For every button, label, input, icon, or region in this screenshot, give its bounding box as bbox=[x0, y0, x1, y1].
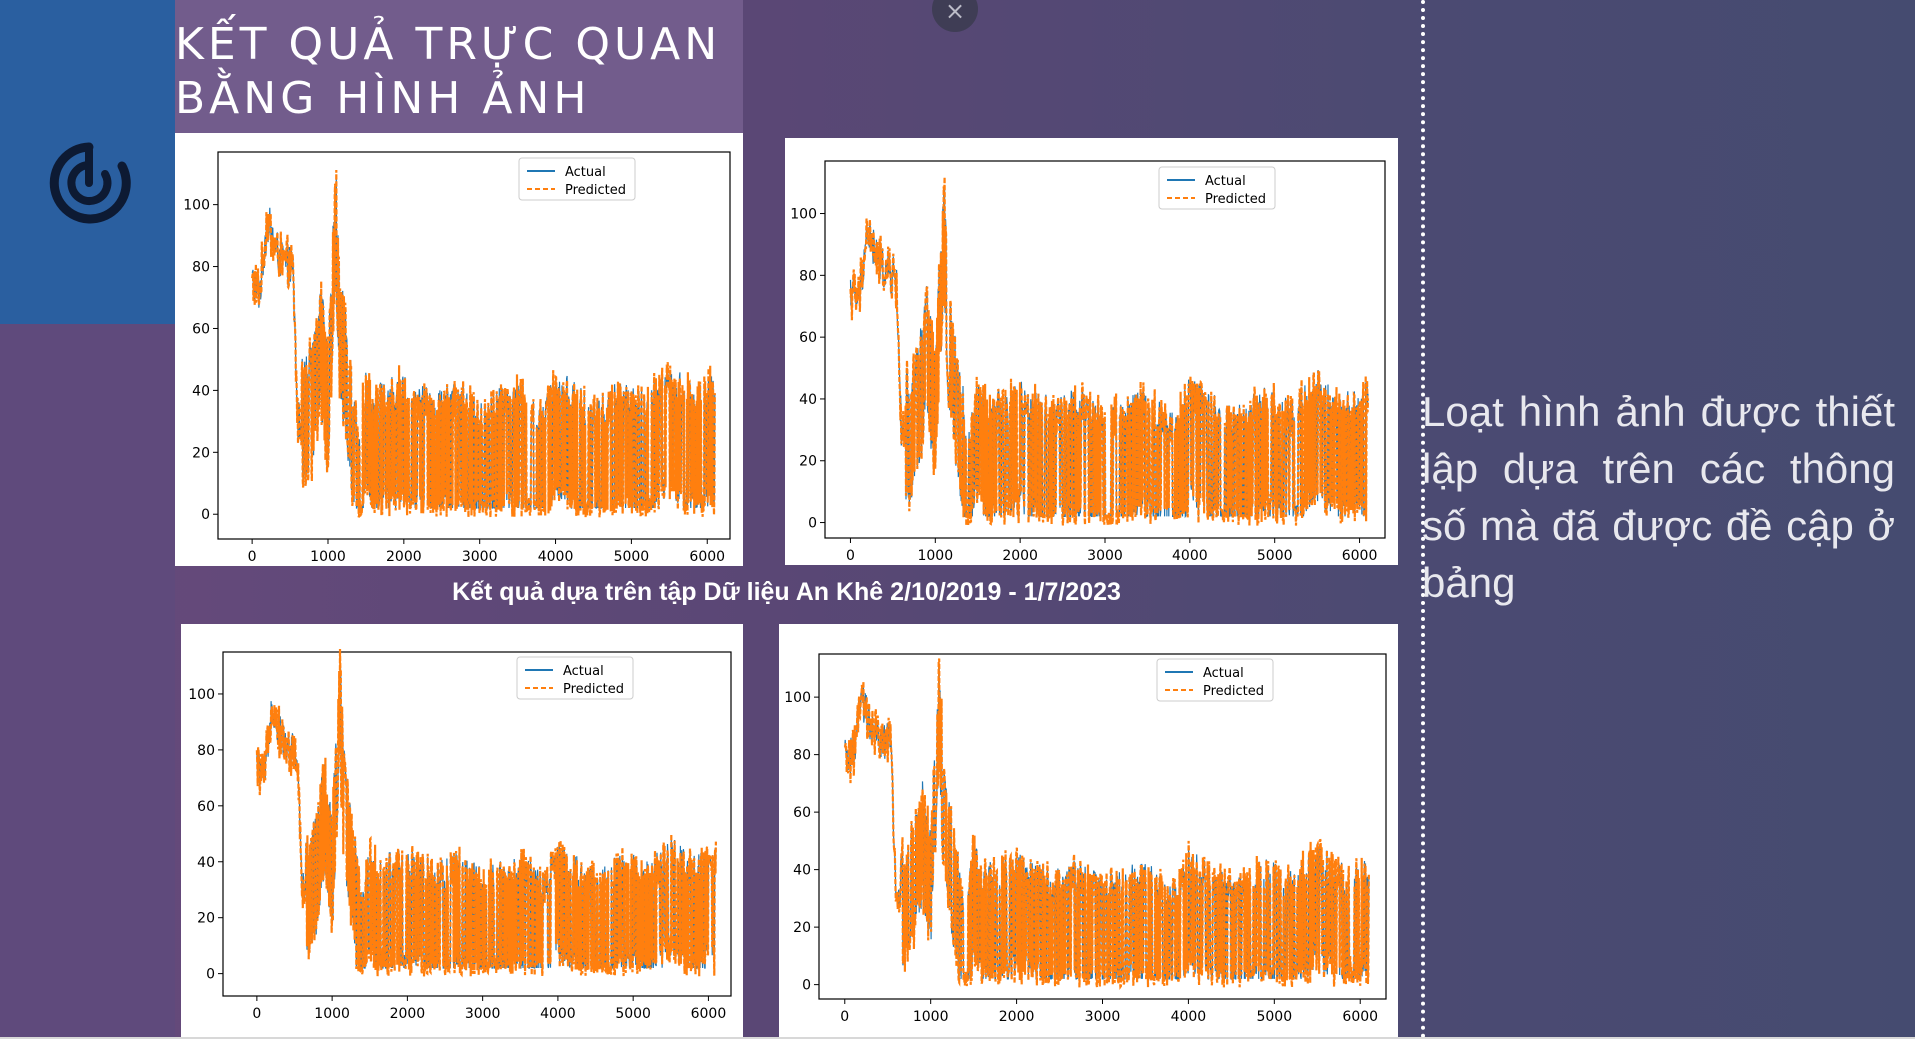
y-tick-label: 0 bbox=[802, 978, 811, 994]
legend-actual-label: Actual bbox=[1205, 174, 1246, 189]
slide-title-line-1: KẾT QUẢ TRỰC QUAN bbox=[175, 19, 722, 70]
x-tick-label: 3000 bbox=[462, 549, 498, 565]
series-predicted-line bbox=[843, 658, 1370, 990]
x-tick-label: 4000 bbox=[540, 1006, 576, 1022]
legend-predicted-label: Predicted bbox=[1205, 192, 1266, 207]
x-tick-label: 0 bbox=[840, 1009, 849, 1025]
x-tick-label: 4000 bbox=[1172, 548, 1208, 564]
x-tick-label: 1000 bbox=[310, 549, 346, 565]
y-tick-label: 80 bbox=[793, 748, 811, 764]
y-tick-label: 20 bbox=[799, 454, 817, 470]
y-tick-label: 80 bbox=[799, 268, 817, 284]
legend-actual-label: Actual bbox=[563, 664, 604, 679]
dotted-divider bbox=[1421, 0, 1425, 1039]
title-band bbox=[175, 0, 743, 133]
series-predicted-line bbox=[251, 169, 716, 518]
x-tick-label: 3000 bbox=[465, 1006, 501, 1022]
y-tick-label: 40 bbox=[197, 855, 215, 871]
x-tick-label: 5000 bbox=[1257, 548, 1293, 564]
y-tick-label: 20 bbox=[197, 911, 215, 927]
slide-title: KẾT QUẢ TRỰC QUAN BẰNG HÌNH ẢNH bbox=[175, 18, 721, 126]
legend-predicted-label: Predicted bbox=[563, 682, 624, 697]
y-tick-label: 100 bbox=[784, 690, 811, 706]
y-tick-label: 60 bbox=[799, 330, 817, 346]
target-logo-icon bbox=[49, 142, 131, 224]
chart-panel-4: 0 1000 2000 3000 4000 5000 6000 0 20 40 60 80 100 Act… bbox=[779, 624, 1398, 1037]
x-tick-label: 2000 bbox=[390, 1006, 426, 1022]
legend-predicted-label: Predicted bbox=[565, 183, 626, 198]
legend-actual-label: Actual bbox=[565, 165, 606, 180]
x-tick-label: 2000 bbox=[1002, 548, 1038, 564]
legend-actual-label: Actual bbox=[1203, 666, 1244, 681]
chart-3: 0 1000 2000 3000 4000 5000 6000 0 20 40 60 80 100 Act… bbox=[188, 648, 732, 1022]
plot-frame bbox=[217, 151, 731, 540]
x-tick-label: 0 bbox=[252, 1006, 261, 1022]
y-tick-label: 100 bbox=[790, 207, 817, 223]
y-tick-label: 40 bbox=[799, 392, 817, 408]
y-tick-label: 40 bbox=[793, 863, 811, 879]
side-description: Loạt hình ảnh được thiết lập dựa trên cá… bbox=[1422, 388, 1895, 606]
x-tick-label: 0 bbox=[846, 548, 855, 564]
y-tick-label: 100 bbox=[188, 687, 215, 703]
y-tick-label: 0 bbox=[808, 516, 817, 532]
x-tick-label: 6000 bbox=[689, 549, 725, 565]
x-tick-label: 5000 bbox=[1256, 1009, 1292, 1025]
y-tick-label: 20 bbox=[793, 920, 811, 936]
y-tick-label: 80 bbox=[192, 260, 210, 276]
x-tick-label: 3000 bbox=[1085, 1009, 1121, 1025]
chart-4: 0 1000 2000 3000 4000 5000 6000 0 20 40 60 80 100 Act… bbox=[784, 653, 1387, 1025]
x-tick-label: 1000 bbox=[913, 1009, 949, 1025]
x-tick-label: 6000 bbox=[1342, 1009, 1378, 1025]
legend-predicted-label: Predicted bbox=[1203, 684, 1264, 699]
y-tick-label: 60 bbox=[793, 805, 811, 821]
x-tick-label: 6000 bbox=[1342, 548, 1378, 564]
y-tick-label: 40 bbox=[192, 383, 210, 399]
chart-panel-1: 0 1000 2000 3000 4000 5000 6000 0 20 40 60 80 100 Act… bbox=[175, 133, 743, 566]
x-tick-label: 5000 bbox=[615, 1006, 651, 1022]
x-tick-label: 1000 bbox=[314, 1006, 350, 1022]
chart-1: 0 1000 2000 3000 4000 5000 6000 0 20 40 60 80 100 Act… bbox=[183, 151, 731, 565]
chart-panel-2: 0 1000 2000 3000 4000 5000 6000 0 20 40 60 80 100 Act… bbox=[785, 138, 1398, 565]
chart-caption: Kết quả dựa trên tập Dữ liệu An Khê 2/10… bbox=[452, 578, 1121, 606]
x-tick-label: 4000 bbox=[1171, 1009, 1207, 1025]
close-button[interactable]: × bbox=[932, 0, 978, 32]
series-predicted-line bbox=[255, 648, 717, 978]
plot-frame bbox=[222, 651, 732, 997]
x-tick-label: 2000 bbox=[386, 549, 422, 565]
y-tick-label: 20 bbox=[192, 445, 210, 461]
y-tick-label: 80 bbox=[197, 743, 215, 759]
y-tick-label: 60 bbox=[197, 799, 215, 815]
x-tick-label: 1000 bbox=[917, 548, 953, 564]
y-tick-label: 60 bbox=[192, 321, 210, 337]
y-tick-label: 0 bbox=[201, 507, 210, 523]
x-tick-label: 2000 bbox=[999, 1009, 1035, 1025]
x-tick-label: 6000 bbox=[691, 1006, 727, 1022]
chart-panel-3: 0 1000 2000 3000 4000 5000 6000 0 20 40 60 80 100 Act… bbox=[181, 624, 743, 1037]
x-tick-label: 3000 bbox=[1087, 548, 1123, 564]
y-tick-label: 0 bbox=[206, 967, 215, 983]
series-predicted-line bbox=[849, 176, 1370, 526]
y-tick-label: 100 bbox=[183, 198, 210, 214]
x-tick-label: 4000 bbox=[538, 549, 574, 565]
slide-title-line-2: BẰNG HÌNH ẢNH bbox=[175, 73, 591, 124]
chart-2: 0 1000 2000 3000 4000 5000 6000 0 20 40 60 80 100 Act… bbox=[790, 160, 1386, 564]
bottom-border bbox=[0, 1037, 1915, 1039]
x-tick-label: 0 bbox=[248, 549, 257, 565]
x-tick-label: 5000 bbox=[614, 549, 650, 565]
